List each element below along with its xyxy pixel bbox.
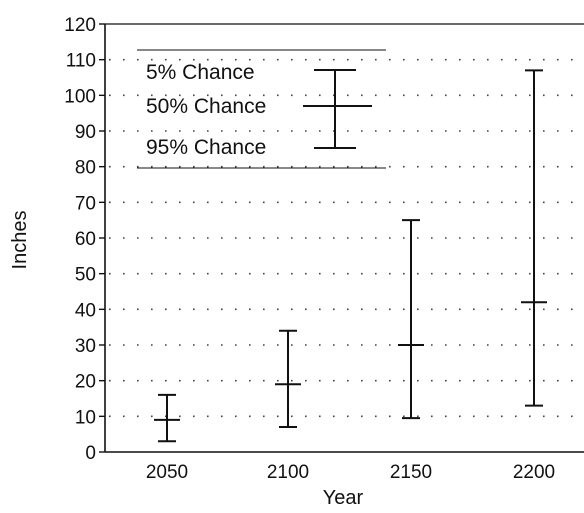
error-bars	[154, 69, 547, 443]
y-tick-label-5: 50	[75, 265, 96, 286]
y-tick-label-6: 60	[75, 229, 96, 250]
y-tick-label-7: 70	[75, 193, 96, 214]
legend-label-5-percent: 5% Chance	[146, 61, 255, 84]
y-tick-label-4: 40	[75, 300, 96, 321]
error-bar-2150	[398, 219, 424, 420]
error-bar-2050	[154, 393, 180, 443]
x-tick-label-2: 2150	[390, 462, 432, 483]
y-tick-label-12: 120	[64, 15, 96, 36]
error-bar-2200	[521, 69, 547, 407]
y-tick-label-0: 0	[85, 443, 96, 464]
y-axis-label: Inches	[9, 211, 31, 270]
x-tick-label-3: 2200	[513, 462, 555, 483]
y-tick-label-1: 10	[75, 407, 96, 428]
y-tick-label-10: 100	[64, 86, 96, 107]
x-tick-label-1: 2100	[267, 462, 309, 483]
x-axis-label: Year	[323, 487, 364, 509]
y-tick-label-2: 20	[75, 372, 96, 393]
y-tick-label-11: 110	[66, 51, 96, 72]
legend: 5% Chance 50% Chance 95% Chance	[137, 49, 386, 169]
legend-label-95-percent: 95% Chance	[146, 136, 266, 159]
legend-label-50-percent: 50% Chance	[146, 95, 266, 118]
y-tick-label-3: 30	[75, 336, 96, 357]
x-axis-ticks: 2050 2100 2150 2200	[146, 462, 555, 483]
y-axis-ticks: 0 10 20 30 40 50 60 70 80 90 100 110 120	[64, 15, 105, 464]
x-tick-label-0: 2050	[146, 462, 188, 483]
y-tick-label-8: 80	[75, 158, 96, 179]
y-tick-label-9: 90	[75, 122, 96, 143]
error-bar-2100	[275, 329, 301, 429]
